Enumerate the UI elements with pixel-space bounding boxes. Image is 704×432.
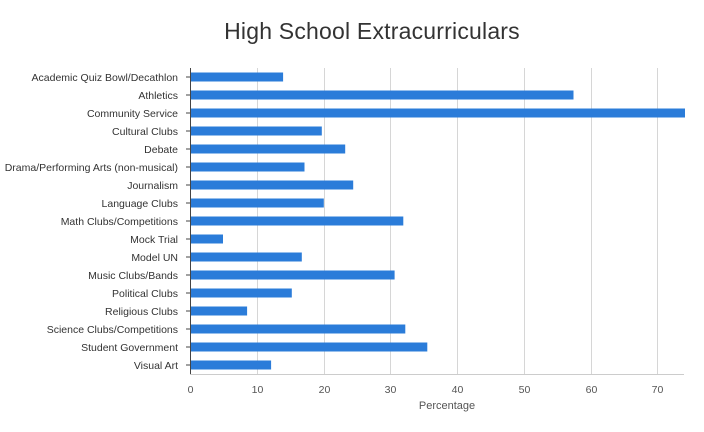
category-label: Journalism (127, 180, 178, 192)
category-label: Political Clubs (112, 288, 178, 300)
category-label: Science Clubs/Competitions (47, 324, 178, 336)
bar (191, 108, 685, 118)
bar (191, 288, 292, 298)
category-label: Language Clubs (102, 198, 178, 210)
x-tick-labels: 0 10 20 30 40 50 60 70 (188, 384, 664, 396)
x-tick-label: 60 (586, 384, 598, 396)
category-label: Mock Trial (130, 234, 178, 246)
bar (191, 90, 574, 100)
category-label: Cultural Clubs (112, 126, 178, 138)
bar (191, 216, 404, 226)
x-axis-title: Percentage (419, 400, 475, 412)
category-label: Academic Quiz Bowl/Decathlon (32, 72, 179, 84)
x-tick-label: 50 (519, 384, 531, 396)
x-tick-label: 70 (652, 384, 664, 396)
bar (191, 306, 248, 316)
category-label: Drama/Performing Arts (non-musical) (5, 162, 178, 174)
category-label: Community Service (87, 108, 178, 120)
bar (191, 144, 346, 154)
category-label: Visual Art (134, 360, 178, 372)
x-tick-label: 10 (252, 384, 264, 396)
bar (191, 360, 272, 370)
bars (191, 72, 685, 370)
x-tick-label: 40 (452, 384, 464, 396)
bar (191, 252, 302, 262)
bar (191, 270, 395, 280)
bar (191, 72, 284, 82)
axes (186, 68, 684, 375)
bar (191, 324, 406, 334)
category-labels: Academic Quiz Bowl/Decathlon Athletics Com… (5, 72, 179, 372)
bar (191, 180, 354, 190)
bar (191, 162, 305, 172)
bar (191, 342, 428, 352)
x-tick-label: 0 (188, 384, 194, 396)
bar (191, 234, 223, 244)
x-tick-label: 30 (385, 384, 397, 396)
bar (191, 198, 324, 208)
category-label: Athletics (138, 90, 178, 102)
category-label: Math Clubs/Competitions (61, 216, 178, 228)
x-tick-label: 20 (319, 384, 331, 396)
category-label: Debate (144, 144, 178, 156)
category-label: Student Government (81, 342, 178, 354)
chart-title: High School Extracurriculars (224, 18, 520, 44)
category-label: Music Clubs/Bands (88, 270, 178, 282)
category-label: Religious Clubs (105, 306, 178, 318)
category-label: Model UN (131, 252, 178, 264)
bar (191, 126, 322, 136)
